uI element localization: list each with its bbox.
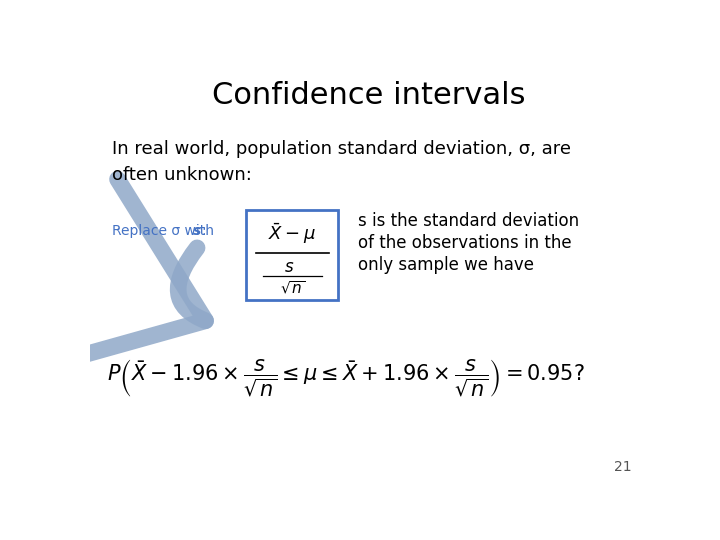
Text: Replace σ with: Replace σ with [112,224,219,238]
Text: $s$: $s$ [284,258,294,276]
Text: $P\left(\bar{X} - 1.96\times\dfrac{s}{\sqrt{n}} \leq \mu \leq \bar{X} + 1.96\tim: $P\left(\bar{X} - 1.96\times\dfrac{s}{\s… [107,358,585,399]
FancyBboxPatch shape [246,210,338,300]
Text: s is the standard deviation: s is the standard deviation [358,212,579,231]
Text: In real world, population standard deviation, σ, are
often unknown:: In real world, population standard devia… [112,140,572,184]
Text: :: : [202,224,206,238]
Text: $\bar{X} - \mu$: $\bar{X} - \mu$ [269,221,316,246]
Text: of the observations in the: of the observations in the [358,234,572,252]
FancyArrowPatch shape [45,179,206,366]
Text: 21: 21 [613,461,631,474]
Text: $\sqrt{n}$: $\sqrt{n}$ [279,280,305,297]
Text: only sample we have: only sample we have [358,255,534,274]
Text: s: s [193,224,202,238]
Text: Confidence intervals: Confidence intervals [212,82,526,111]
